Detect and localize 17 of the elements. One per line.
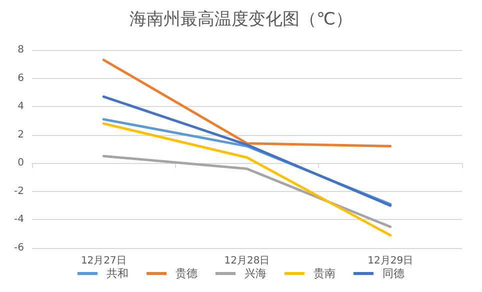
y-tick-label: 8 [18, 44, 24, 56]
x-tick-label: 12月27日 [80, 256, 126, 266]
legend-label: 共和 [106, 267, 128, 280]
y-tick-label: -4 [14, 214, 24, 226]
y-tick-label: 6 [18, 72, 24, 84]
y-tick-label: 0 [18, 158, 24, 169]
y-tick-label: 4 [18, 101, 24, 112]
chart-title: 海南州最高温度变化图（℃） [129, 10, 353, 30]
legend-label: 贵德 [176, 267, 198, 280]
x-tick-label: 12月29日 [368, 256, 414, 266]
legend-label: 贵南 [314, 267, 336, 280]
y-tick-label: -2 [14, 186, 24, 197]
legend-label: 兴海 [244, 267, 266, 280]
y-tick-label: 2 [18, 129, 24, 140]
x-tick-label: 12月28日 [224, 256, 270, 266]
legend-label: 同德 [382, 267, 404, 280]
y-tick-label: -6 [14, 242, 24, 254]
